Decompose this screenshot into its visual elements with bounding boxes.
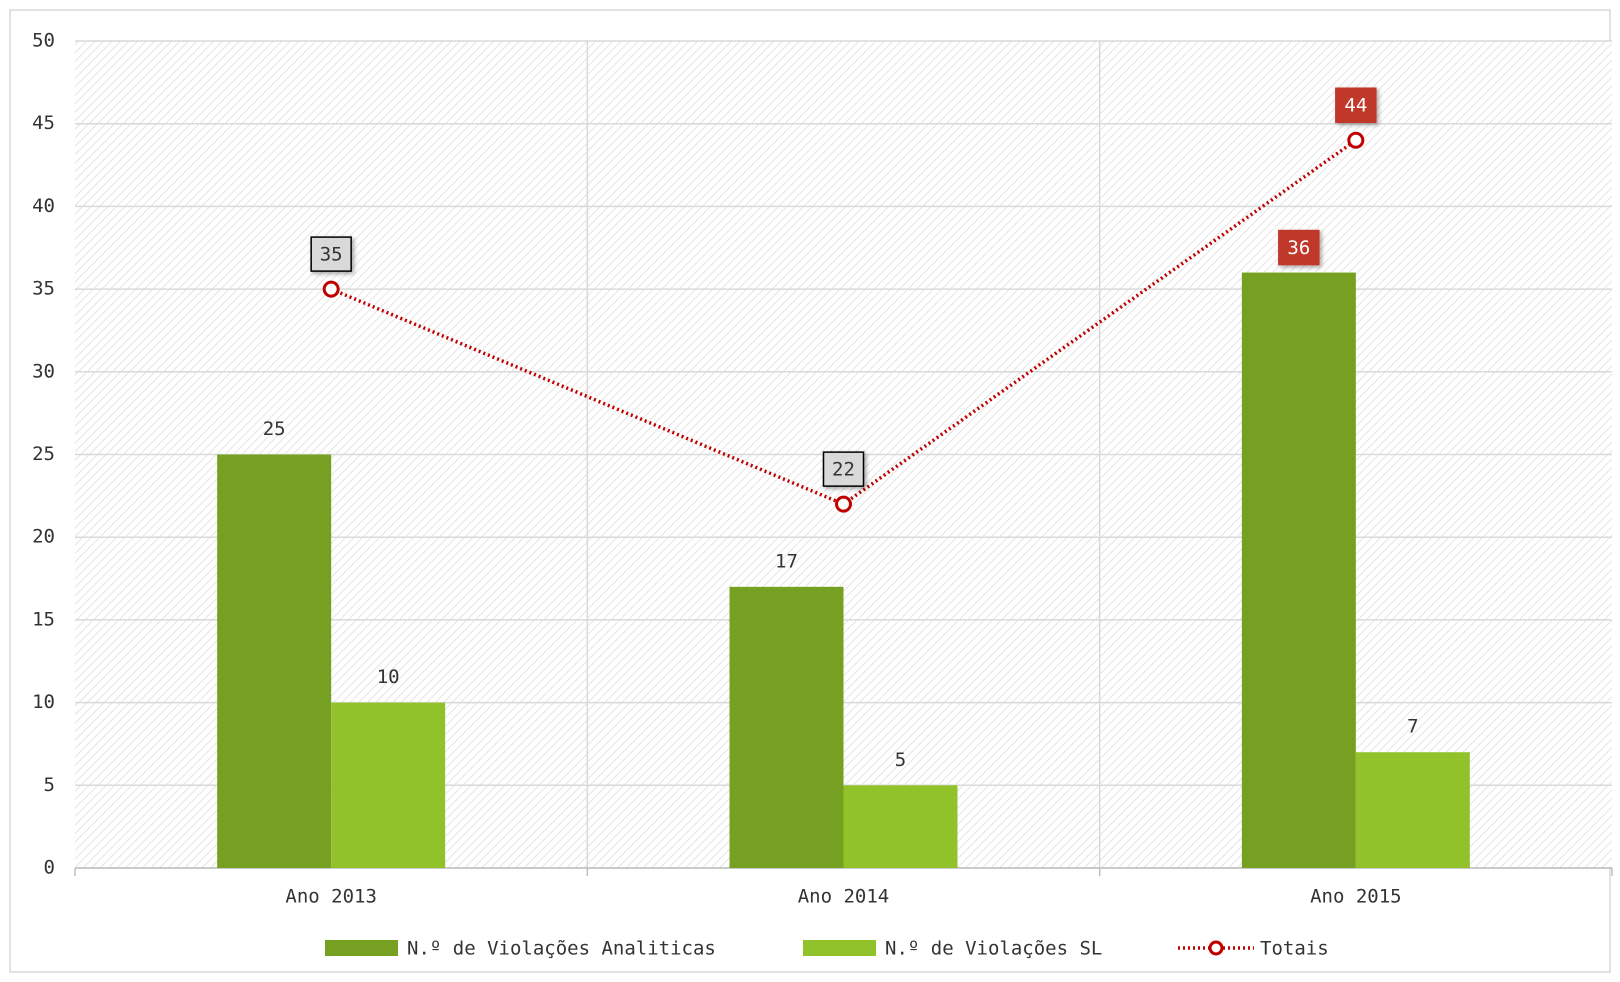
bar: [331, 702, 446, 868]
x-tick-label: Ano 2013: [285, 886, 377, 908]
label-box: [310, 236, 352, 272]
y-tick-label: 20: [32, 526, 55, 548]
data-label-box: 36: [1278, 229, 1320, 266]
legend-label: N.º de Violações SL: [885, 938, 1102, 960]
label-box: [1335, 87, 1377, 123]
legend-swatch: [325, 940, 398, 956]
label-box: [822, 451, 865, 487]
legend-label: Totais: [1260, 938, 1329, 960]
label-box: [1278, 229, 1320, 266]
y-tick-label: 5: [44, 774, 55, 796]
bar: [1241, 272, 1356, 868]
y-tick-label: 25: [32, 443, 55, 465]
data-label: 5: [895, 749, 906, 771]
legend-swatch: [803, 940, 876, 956]
data-label: 7: [1407, 716, 1418, 738]
y-tick-label: 0: [44, 857, 55, 879]
data-label: 35: [320, 244, 343, 266]
y-tick-label: 15: [32, 608, 55, 630]
data-label: 22: [832, 459, 855, 481]
data-label: 17: [775, 550, 798, 572]
line-marker: [835, 495, 852, 513]
y-tick-label: 40: [32, 195, 55, 217]
data-label: 36: [1287, 237, 1310, 259]
data-label: 25: [263, 418, 286, 440]
bar: [729, 586, 844, 868]
bar: [1355, 752, 1470, 868]
data-label-box: 22: [822, 451, 865, 487]
y-tick-label: 10: [32, 691, 55, 713]
y-tick-label: 50: [32, 30, 55, 52]
y-tick-label: 45: [32, 112, 55, 134]
data-label-box: 35: [310, 236, 352, 272]
y-tick-label: 35: [32, 278, 55, 300]
data-label: 10: [377, 666, 400, 688]
x-tick-label: Ano 2014: [798, 886, 890, 908]
bar: [843, 785, 958, 868]
bar: [217, 454, 332, 868]
legend-label: N.º de Violações Analiticas: [407, 938, 716, 960]
line-marker: [322, 280, 340, 298]
data-label-box: 44: [1335, 87, 1377, 123]
y-tick-label: 30: [32, 360, 55, 382]
line-marker: [1347, 131, 1365, 149]
data-label: 44: [1344, 95, 1367, 117]
legend-marker: [1208, 940, 1224, 956]
x-tick-label: Ano 2015: [1310, 886, 1402, 908]
